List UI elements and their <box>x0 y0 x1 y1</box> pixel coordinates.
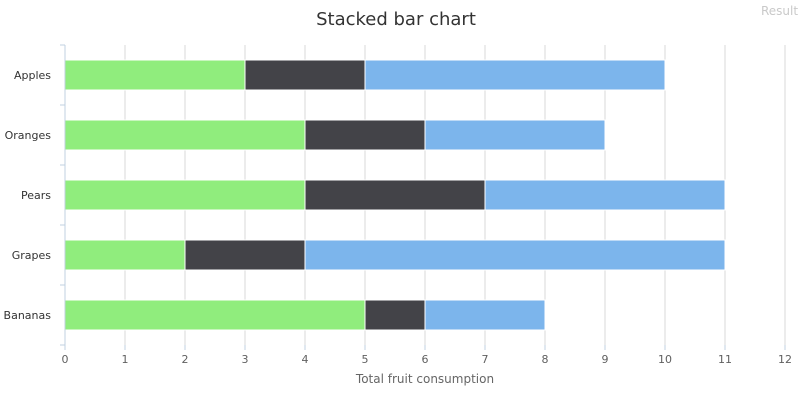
bar-segment <box>64 299 366 331</box>
bar-segment <box>484 179 726 211</box>
x-axis-title: Total fruit consumption <box>355 372 494 386</box>
category-label: Bananas <box>4 309 52 322</box>
bar-segment <box>364 299 426 331</box>
x-tick-label: 9 <box>602 353 609 366</box>
bar-segment <box>64 179 306 211</box>
x-tick-label: 1 <box>122 353 129 366</box>
x-tick-label: 11 <box>718 353 732 366</box>
bar-segment <box>424 299 546 331</box>
chart-title: Stacked bar chart <box>316 9 476 30</box>
x-tick-label: 8 <box>542 353 549 366</box>
result-label[interactable]: Result <box>761 4 799 18</box>
bar-segment <box>364 59 666 91</box>
category-label: Oranges <box>5 129 52 142</box>
bar-segment <box>64 59 246 91</box>
bar-segment <box>184 239 306 271</box>
category-label: Pears <box>21 189 51 202</box>
x-tick-label: 4 <box>302 353 309 366</box>
x-tick-label: 12 <box>778 353 792 366</box>
bar-segment <box>64 239 186 271</box>
bars <box>64 59 726 331</box>
bar-segment <box>304 119 426 151</box>
x-tick-label: 7 <box>482 353 489 366</box>
bar-segment <box>304 179 486 211</box>
bar-segment <box>244 59 366 91</box>
x-tick-label: 3 <box>242 353 249 366</box>
bar-segment <box>304 239 726 271</box>
x-tick-label: 5 <box>362 353 369 366</box>
category-label: Apples <box>14 69 51 82</box>
axes: 0 1 2 3 4 5 6 7 8 9 10 11 12ApplesOrangesPearsGrapes… <box>4 44 792 366</box>
x-tick-label: 0 <box>62 353 69 366</box>
category-label: Grapes <box>12 249 52 262</box>
x-tick-label: 2 <box>182 353 189 366</box>
x-tick-label: 10 <box>658 353 672 366</box>
x-tick-label: 6 <box>422 353 429 366</box>
bar-segment <box>64 119 306 151</box>
bar-segment <box>424 119 606 151</box>
